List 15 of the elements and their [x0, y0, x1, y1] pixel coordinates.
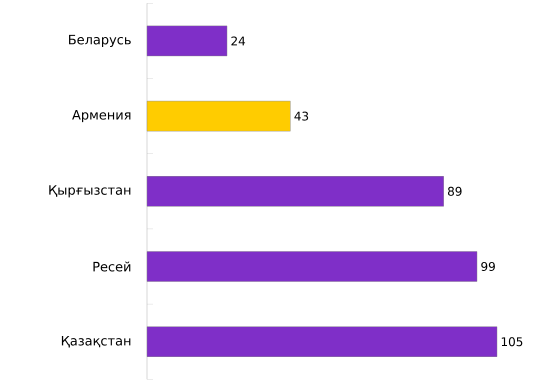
y-tick-label: Қырғызстан [49, 185, 130, 198]
bar [146, 326, 498, 357]
y-tick-label: Ресей [93, 261, 130, 272]
y-tick-label: Қазақстан [62, 336, 130, 348]
data-label: 43 [294, 111, 308, 120]
bar [146, 176, 444, 206]
data-label: 99 [481, 262, 495, 271]
data-label: 105 [502, 337, 522, 346]
bar [146, 100, 291, 132]
bar [146, 251, 478, 282]
data-label: 24 [231, 36, 246, 46]
data-label: 89 [448, 186, 462, 196]
bar [146, 26, 228, 56]
y-tick-label: Беларусь [69, 34, 131, 47]
y-tick-label: Армения [72, 110, 130, 122]
